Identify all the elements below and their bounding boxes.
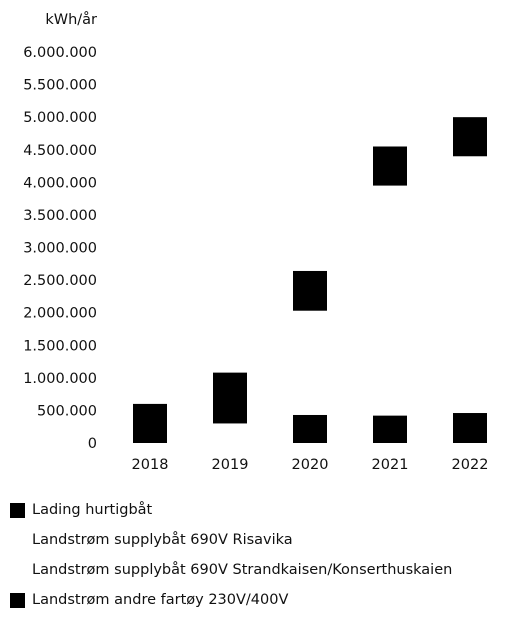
bar-2020-series-2 [293, 270, 327, 311]
legend-label: Landstrøm supplybåt 690V Strandkaisen/Ko… [32, 562, 453, 578]
legend-swatch [10, 503, 25, 518]
y-tick-label: 4.500.000 [23, 143, 97, 159]
y-tick-label: 3.000.000 [23, 241, 97, 257]
bars [133, 117, 487, 443]
x-tick-label: 2020 [292, 457, 329, 473]
x-axis-ticks: 2018 2019 2020 2021 2022 [132, 457, 489, 473]
bar-2019-series-1 [213, 372, 247, 424]
y-tick-label: 2.500.000 [23, 273, 97, 289]
y-axis-ticks: 0 500.000 1.000.000 1.500.000 2.000.000 2.500… [23, 45, 97, 452]
legend-label: Landstrøm supplybåt 690V Risavika [32, 532, 293, 548]
y-tick-label: 5.500.000 [23, 78, 97, 94]
legend-item: Landstrøm andre fartøy 230V/400V [10, 587, 522, 617]
bar-2021-series-2 [373, 146, 407, 186]
y-tick-label: 0 [88, 436, 97, 452]
legend: Lading hurtigbåt Landstrøm supplybåt 690V… [10, 497, 522, 617]
y-tick-label: 1.500.000 [23, 338, 97, 354]
y-tick-label: 1.000.000 [23, 371, 97, 387]
legend-swatch [10, 593, 25, 608]
y-tick-label: 4.000.000 [23, 175, 97, 191]
legend-item: Landstrøm supplybåt 690V Strandkaisen/Ko… [10, 557, 522, 587]
legend-label: Lading hurtigbåt [32, 502, 153, 518]
legend-label: Landstrøm andre fartøy 230V/400V [32, 592, 289, 608]
x-tick-label: 2019 [212, 457, 249, 473]
bar-2022-series-2 [453, 117, 487, 157]
y-tick-label: 3.500.000 [23, 208, 97, 224]
legend-item: Landstrøm supplybåt 690V Risavika [10, 527, 522, 557]
legend-item: Lading hurtigbåt [10, 497, 522, 527]
bar-2018-series-1 [133, 403, 167, 443]
y-tick-label: 5.000.000 [23, 110, 97, 126]
bar-2020-series-1 [293, 414, 327, 443]
y-axis-unit-label: kWh/år [45, 11, 97, 28]
x-tick-label: 2022 [452, 457, 489, 473]
y-tick-label: 6.000.000 [23, 45, 97, 61]
y-tick-label: 2.000.000 [23, 306, 97, 322]
bar-chart: 0 500.000 1.000.000 1.500.000 2.000.000 2.500… [23, 11, 489, 473]
x-tick-label: 2018 [132, 457, 169, 473]
y-tick-label: 500.000 [37, 403, 97, 419]
x-tick-label: 2021 [372, 457, 409, 473]
bar-2022-series-1 [453, 413, 487, 443]
bar-2021-series-1 [373, 415, 407, 443]
